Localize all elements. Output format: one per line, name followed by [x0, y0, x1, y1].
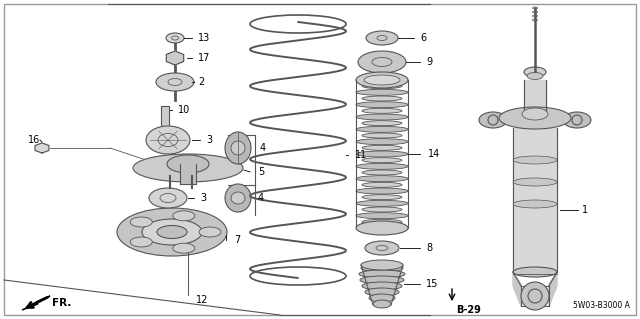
Ellipse shape: [356, 151, 408, 157]
Polygon shape: [524, 80, 546, 110]
Ellipse shape: [373, 300, 391, 308]
Ellipse shape: [356, 213, 408, 219]
Ellipse shape: [146, 126, 190, 154]
Ellipse shape: [361, 264, 403, 272]
Ellipse shape: [173, 243, 195, 253]
Text: 2: 2: [198, 77, 204, 87]
Text: 16: 16: [28, 135, 40, 145]
Ellipse shape: [356, 126, 408, 132]
Ellipse shape: [142, 219, 202, 245]
Ellipse shape: [356, 188, 408, 194]
Ellipse shape: [356, 163, 408, 169]
Text: 17: 17: [198, 53, 211, 63]
Ellipse shape: [167, 155, 209, 173]
Ellipse shape: [225, 132, 251, 164]
Text: 14: 14: [428, 149, 440, 159]
Text: 7: 7: [234, 235, 240, 245]
Ellipse shape: [156, 73, 194, 91]
Ellipse shape: [362, 108, 402, 113]
Ellipse shape: [231, 141, 245, 155]
Text: 8: 8: [426, 243, 432, 253]
Ellipse shape: [157, 226, 187, 239]
Polygon shape: [22, 296, 50, 310]
Text: 13: 13: [198, 33, 211, 43]
Ellipse shape: [362, 96, 402, 101]
Ellipse shape: [356, 221, 408, 235]
Ellipse shape: [359, 270, 405, 278]
Ellipse shape: [131, 217, 152, 227]
Ellipse shape: [225, 184, 251, 212]
Text: 1: 1: [582, 205, 588, 215]
Text: 5: 5: [258, 167, 264, 177]
Text: 4: 4: [258, 193, 264, 203]
Ellipse shape: [356, 176, 408, 182]
Ellipse shape: [133, 154, 243, 182]
Ellipse shape: [362, 84, 402, 89]
Polygon shape: [513, 128, 557, 272]
Polygon shape: [549, 272, 557, 306]
Ellipse shape: [356, 102, 408, 108]
Ellipse shape: [362, 219, 402, 224]
Polygon shape: [166, 51, 184, 65]
Ellipse shape: [479, 112, 507, 128]
Ellipse shape: [356, 114, 408, 120]
Ellipse shape: [362, 207, 402, 212]
Ellipse shape: [356, 89, 408, 95]
Ellipse shape: [563, 112, 591, 128]
Text: 6: 6: [420, 33, 426, 43]
Ellipse shape: [366, 31, 398, 45]
Text: FR.: FR.: [52, 298, 72, 308]
Ellipse shape: [361, 260, 403, 270]
Ellipse shape: [513, 267, 557, 277]
Ellipse shape: [513, 156, 557, 164]
Ellipse shape: [356, 200, 408, 206]
Bar: [161, 106, 169, 128]
Ellipse shape: [173, 211, 195, 221]
Ellipse shape: [365, 241, 399, 255]
Ellipse shape: [364, 75, 400, 85]
Ellipse shape: [356, 139, 408, 145]
Ellipse shape: [131, 237, 152, 247]
Ellipse shape: [360, 276, 404, 284]
Ellipse shape: [149, 188, 187, 208]
Ellipse shape: [522, 108, 548, 120]
Ellipse shape: [513, 178, 557, 186]
Bar: [180, 164, 196, 184]
Ellipse shape: [524, 67, 546, 77]
Ellipse shape: [369, 294, 395, 302]
Ellipse shape: [356, 72, 408, 88]
Ellipse shape: [199, 227, 221, 237]
Ellipse shape: [362, 133, 402, 138]
Text: 11: 11: [355, 150, 367, 160]
Text: 15: 15: [426, 279, 438, 289]
Ellipse shape: [527, 72, 543, 79]
Ellipse shape: [231, 192, 245, 204]
Ellipse shape: [365, 288, 399, 296]
Ellipse shape: [362, 158, 402, 163]
Ellipse shape: [362, 145, 402, 150]
Ellipse shape: [362, 170, 402, 175]
Ellipse shape: [499, 107, 571, 129]
Polygon shape: [513, 272, 521, 306]
Ellipse shape: [362, 282, 402, 290]
Text: 9: 9: [426, 57, 432, 67]
Ellipse shape: [117, 208, 227, 256]
Ellipse shape: [166, 33, 184, 43]
Ellipse shape: [358, 51, 406, 73]
Ellipse shape: [513, 200, 557, 208]
Text: B-29: B-29: [456, 305, 481, 315]
Ellipse shape: [362, 195, 402, 200]
Text: 3: 3: [206, 135, 212, 145]
Text: 3: 3: [200, 193, 206, 203]
Text: 12: 12: [196, 295, 209, 305]
Ellipse shape: [362, 121, 402, 126]
Text: 4: 4: [260, 143, 266, 153]
Ellipse shape: [362, 182, 402, 187]
Text: 10: 10: [178, 105, 190, 115]
Circle shape: [521, 282, 549, 310]
Polygon shape: [35, 143, 49, 153]
Text: 5W03-B3000 A: 5W03-B3000 A: [573, 301, 630, 310]
